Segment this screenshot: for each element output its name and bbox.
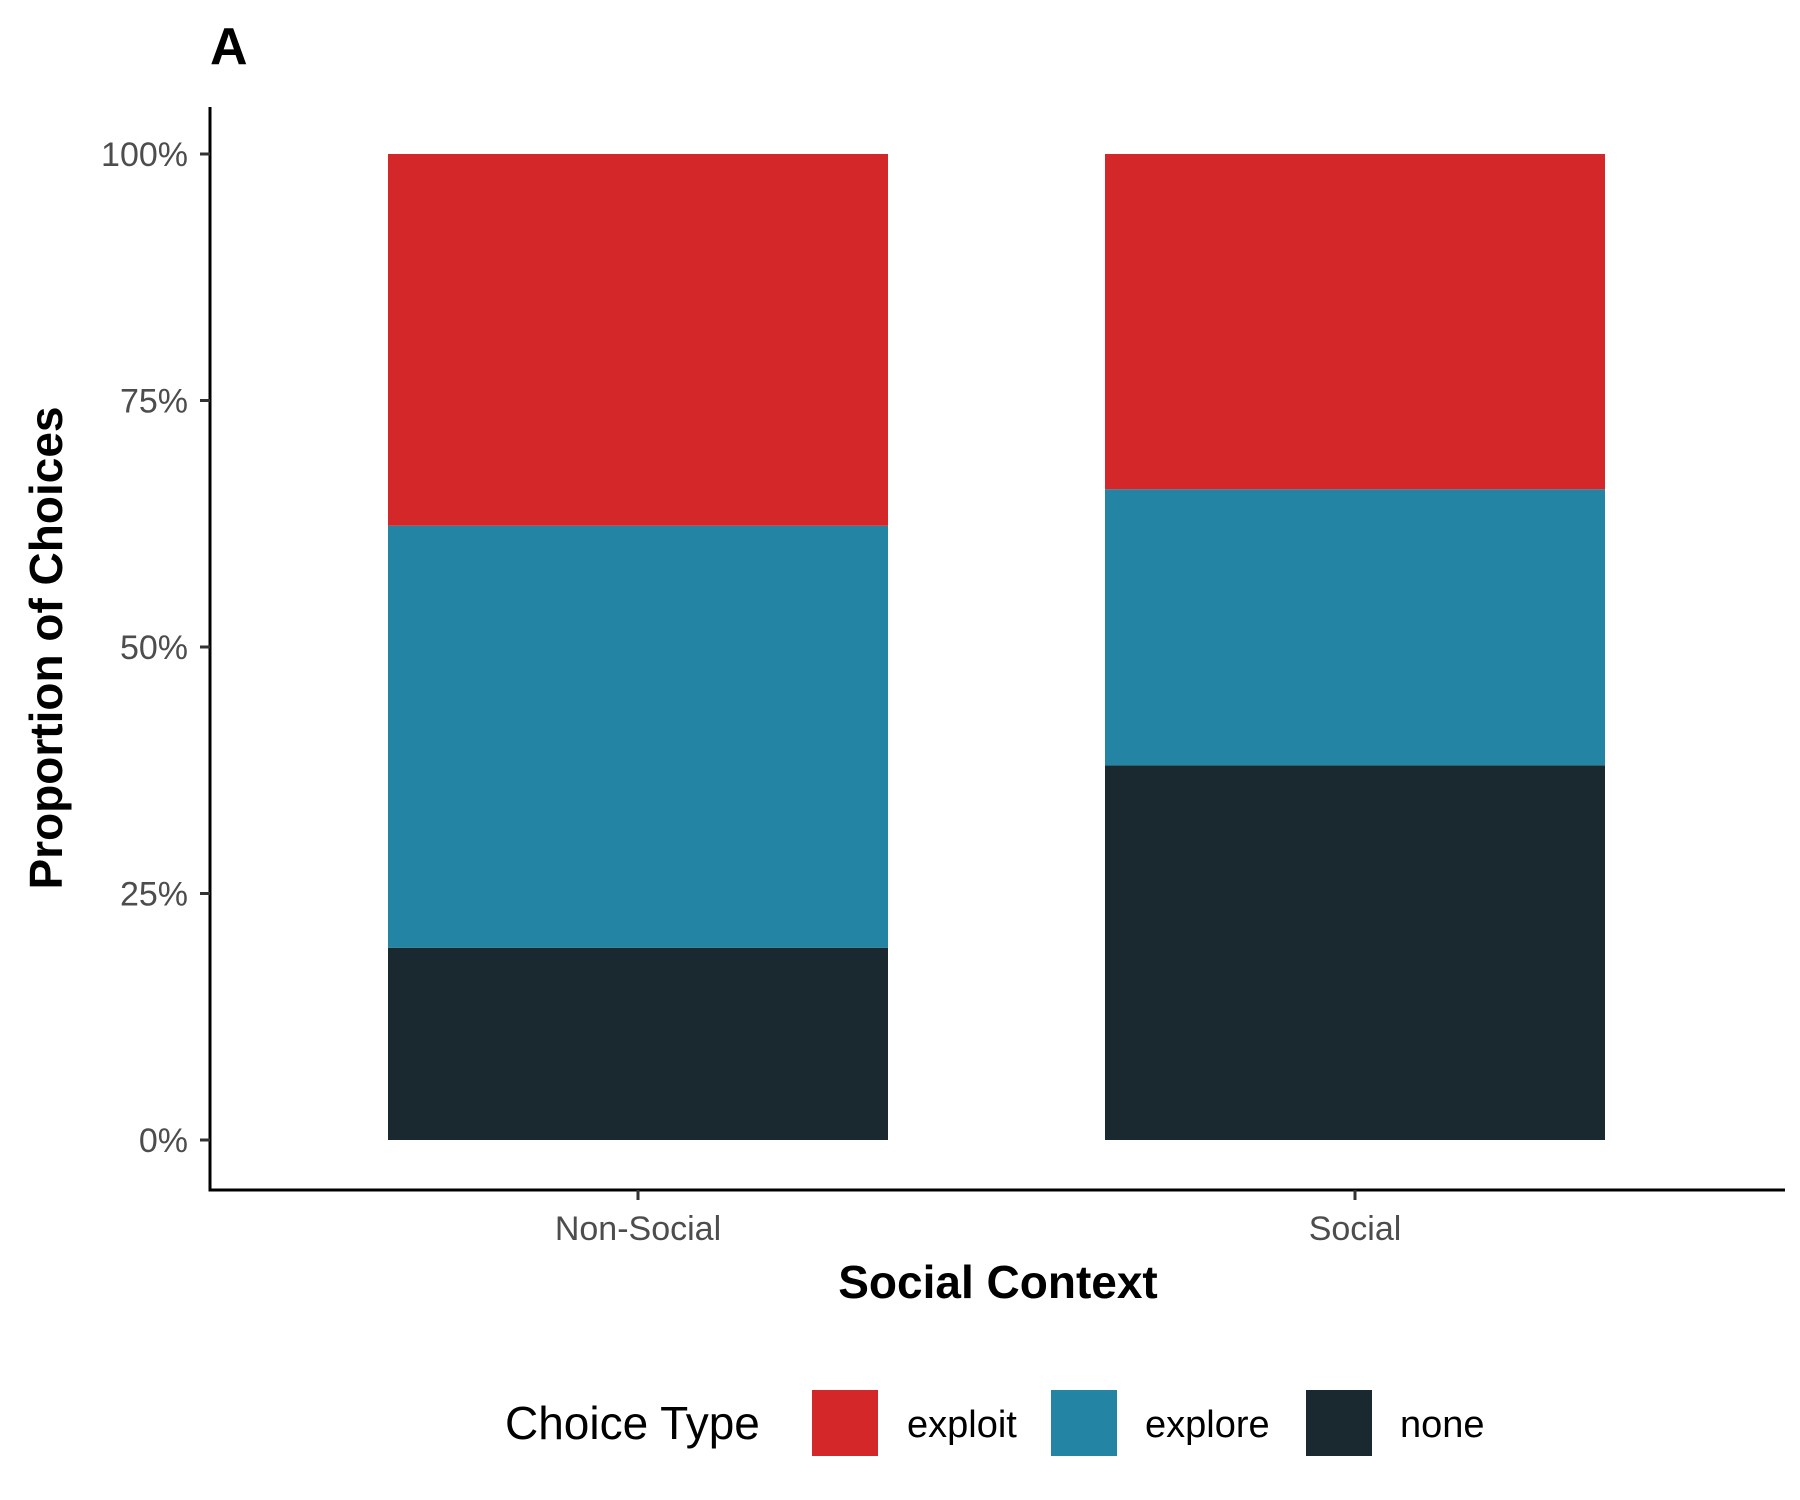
- panel-label: A: [210, 18, 248, 76]
- bar-segment-explore-non-social: [388, 525, 888, 948]
- y-axis-title: Proportion of Choices: [20, 407, 72, 890]
- bar-segment-none-social: [1105, 765, 1605, 1140]
- legend-key-exploit: [812, 1390, 878, 1456]
- y-tick-label: 0%: [139, 1122, 188, 1160]
- legend: Choice Type exploit explore none: [505, 1390, 1485, 1456]
- y-tick-label: 100%: [101, 136, 188, 174]
- legend-key-none: [1306, 1390, 1372, 1456]
- x-ticks-layer: Non-Social Social: [555, 1190, 1401, 1248]
- legend-title: Choice Type: [505, 1397, 760, 1449]
- x-tick-label: Social: [1309, 1210, 1402, 1248]
- legend-key-explore: [1051, 1390, 1117, 1456]
- bars-layer: [388, 154, 1605, 1140]
- legend-label-explore: explore: [1145, 1404, 1270, 1446]
- bar-segment-exploit-social: [1105, 154, 1605, 490]
- x-axis-title: Social Context: [838, 1256, 1158, 1308]
- y-tick-label: 75%: [120, 383, 188, 421]
- x-tick-label: Non-Social: [555, 1210, 721, 1248]
- bar-segment-exploit-non-social: [388, 154, 888, 526]
- bar-segment-explore-social: [1105, 489, 1605, 766]
- bar-segment-none-non-social: [388, 947, 888, 1140]
- y-tick-label: 25%: [120, 876, 188, 914]
- y-ticks-layer: 0% 25% 50% 75% 100%: [101, 136, 210, 1160]
- legend-label-none: none: [1400, 1404, 1485, 1446]
- y-tick-label: 50%: [120, 629, 188, 667]
- legend-label-exploit: exploit: [907, 1404, 1017, 1446]
